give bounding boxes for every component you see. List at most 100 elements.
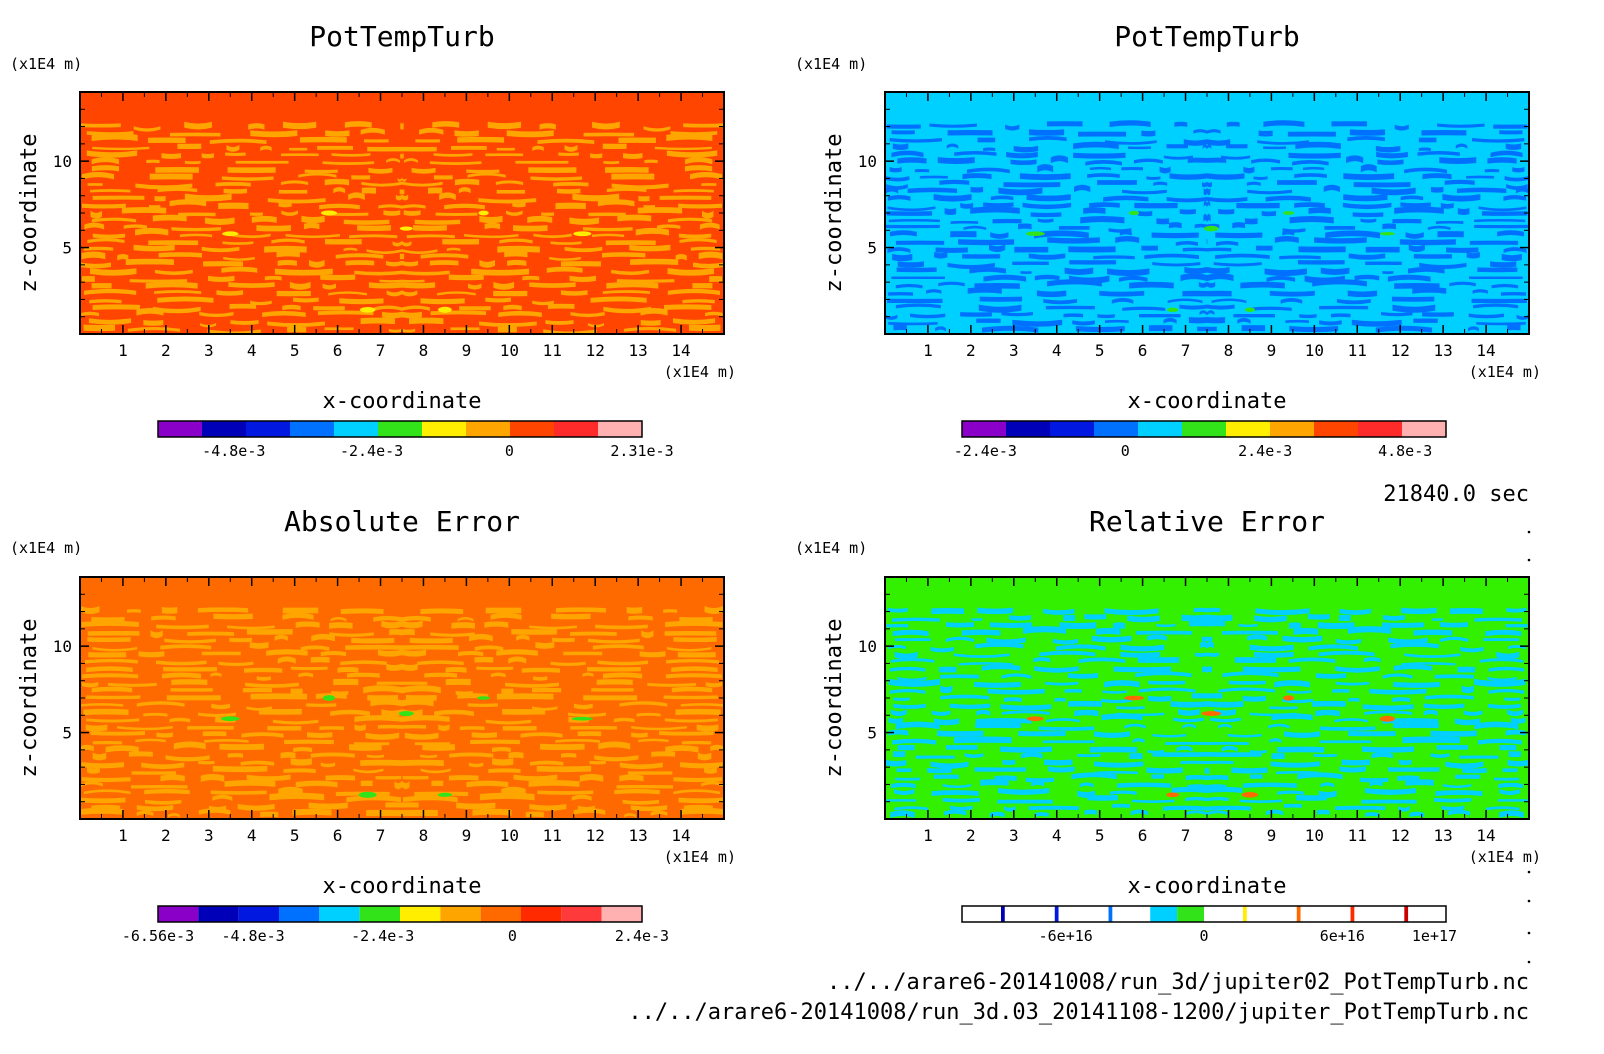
pattern-band	[945, 636, 975, 643]
highlight-spot	[1244, 307, 1255, 313]
pattern-band	[979, 296, 1023, 302]
pattern-band	[583, 695, 638, 701]
pattern-band	[598, 741, 631, 750]
pattern-band	[1398, 759, 1412, 766]
pattern-band	[657, 224, 681, 229]
pattern-band	[298, 172, 337, 178]
pattern-band	[582, 227, 633, 232]
pattern-band	[368, 282, 402, 289]
pattern-band	[927, 767, 952, 774]
pattern-band	[1183, 139, 1207, 146]
colorbar-swatch-line	[1350, 906, 1355, 922]
pattern-band	[605, 240, 656, 246]
y-tick-label: 10	[53, 152, 72, 171]
pattern-band	[1499, 789, 1521, 796]
pattern-band	[629, 244, 671, 252]
pattern-band	[658, 731, 714, 736]
pattern-band	[333, 678, 359, 686]
pattern-band	[199, 312, 234, 318]
pattern-band	[1182, 247, 1207, 252]
pattern-band	[448, 274, 484, 281]
colorbar-swatch	[1402, 421, 1446, 437]
y-unit-label: (x1E4 m)	[10, 539, 82, 557]
pattern-band	[631, 732, 648, 738]
pattern-band	[287, 326, 307, 333]
pattern-band	[450, 327, 480, 331]
pattern-band	[1115, 236, 1140, 243]
pattern-band	[946, 744, 978, 750]
pattern-band	[528, 779, 580, 787]
pattern-band	[1077, 790, 1096, 798]
pattern-band	[1247, 189, 1293, 195]
colorbar-swatch	[1015, 906, 1043, 922]
pattern-band	[975, 722, 1021, 729]
pattern-band	[1439, 636, 1469, 643]
pattern-band	[277, 259, 297, 266]
pattern-band	[1315, 673, 1347, 679]
pattern-band	[1507, 709, 1524, 717]
pattern-band	[276, 290, 311, 297]
pattern-band	[1283, 803, 1302, 808]
pattern-band	[1141, 245, 1159, 251]
pattern-band	[950, 231, 977, 238]
pattern-band	[1307, 613, 1330, 620]
pattern-band	[1112, 803, 1131, 808]
colorbar-swatch	[378, 421, 422, 437]
pattern-band	[1180, 760, 1207, 765]
pattern-band	[1401, 662, 1456, 666]
pattern-band	[1346, 155, 1364, 164]
pattern-band	[128, 751, 153, 757]
colorbar-swatch	[561, 906, 602, 922]
pattern-band	[617, 214, 652, 222]
pattern-band	[520, 732, 563, 738]
pattern-band	[235, 160, 289, 164]
pattern-band	[1445, 761, 1484, 769]
pattern-band	[533, 233, 572, 239]
pattern-band	[1226, 144, 1248, 149]
pattern-band	[1371, 751, 1394, 759]
pattern-band	[942, 783, 972, 789]
pattern-band	[1500, 291, 1526, 296]
pattern-band	[623, 327, 677, 332]
pattern-band	[1047, 237, 1100, 244]
pattern-band	[490, 672, 506, 678]
pattern-band	[539, 743, 585, 751]
pattern-band	[422, 744, 455, 751]
pattern-band	[1148, 325, 1173, 332]
pattern-band	[200, 773, 225, 782]
pattern-band	[417, 660, 464, 666]
pattern-band	[1207, 614, 1233, 622]
highlight-spot	[477, 696, 490, 700]
pattern-band	[143, 320, 164, 326]
x-tick-label: 4	[247, 826, 257, 845]
pattern-band	[1430, 186, 1444, 193]
heatmap-field	[80, 577, 724, 819]
pattern-band	[1207, 213, 1211, 223]
pattern-band	[1269, 290, 1315, 297]
pattern-band	[1499, 744, 1517, 751]
pattern-band	[1046, 718, 1080, 723]
pattern-band	[886, 211, 933, 216]
x-tick-label: 12	[586, 341, 605, 360]
pattern-band	[1014, 246, 1049, 253]
pattern-band	[1468, 326, 1479, 332]
pattern-band	[1207, 247, 1232, 252]
highlight-spot	[478, 210, 489, 216]
pattern-band	[587, 667, 641, 672]
pattern-band	[86, 150, 138, 158]
pattern-band	[84, 222, 105, 230]
pattern-band	[983, 274, 1027, 282]
pattern-band	[1343, 194, 1388, 202]
pattern-band	[1494, 777, 1519, 781]
pattern-band	[1215, 253, 1270, 260]
highlight-spot	[438, 306, 452, 313]
pattern-band	[937, 730, 984, 737]
pattern-band	[1004, 805, 1016, 812]
pattern-band	[1084, 613, 1107, 620]
pattern-band	[977, 137, 996, 143]
pattern-band	[673, 189, 714, 193]
pattern-band	[1434, 674, 1474, 679]
pattern-band	[1207, 741, 1249, 745]
pattern-band	[1392, 304, 1436, 313]
pattern-band	[91, 165, 120, 172]
